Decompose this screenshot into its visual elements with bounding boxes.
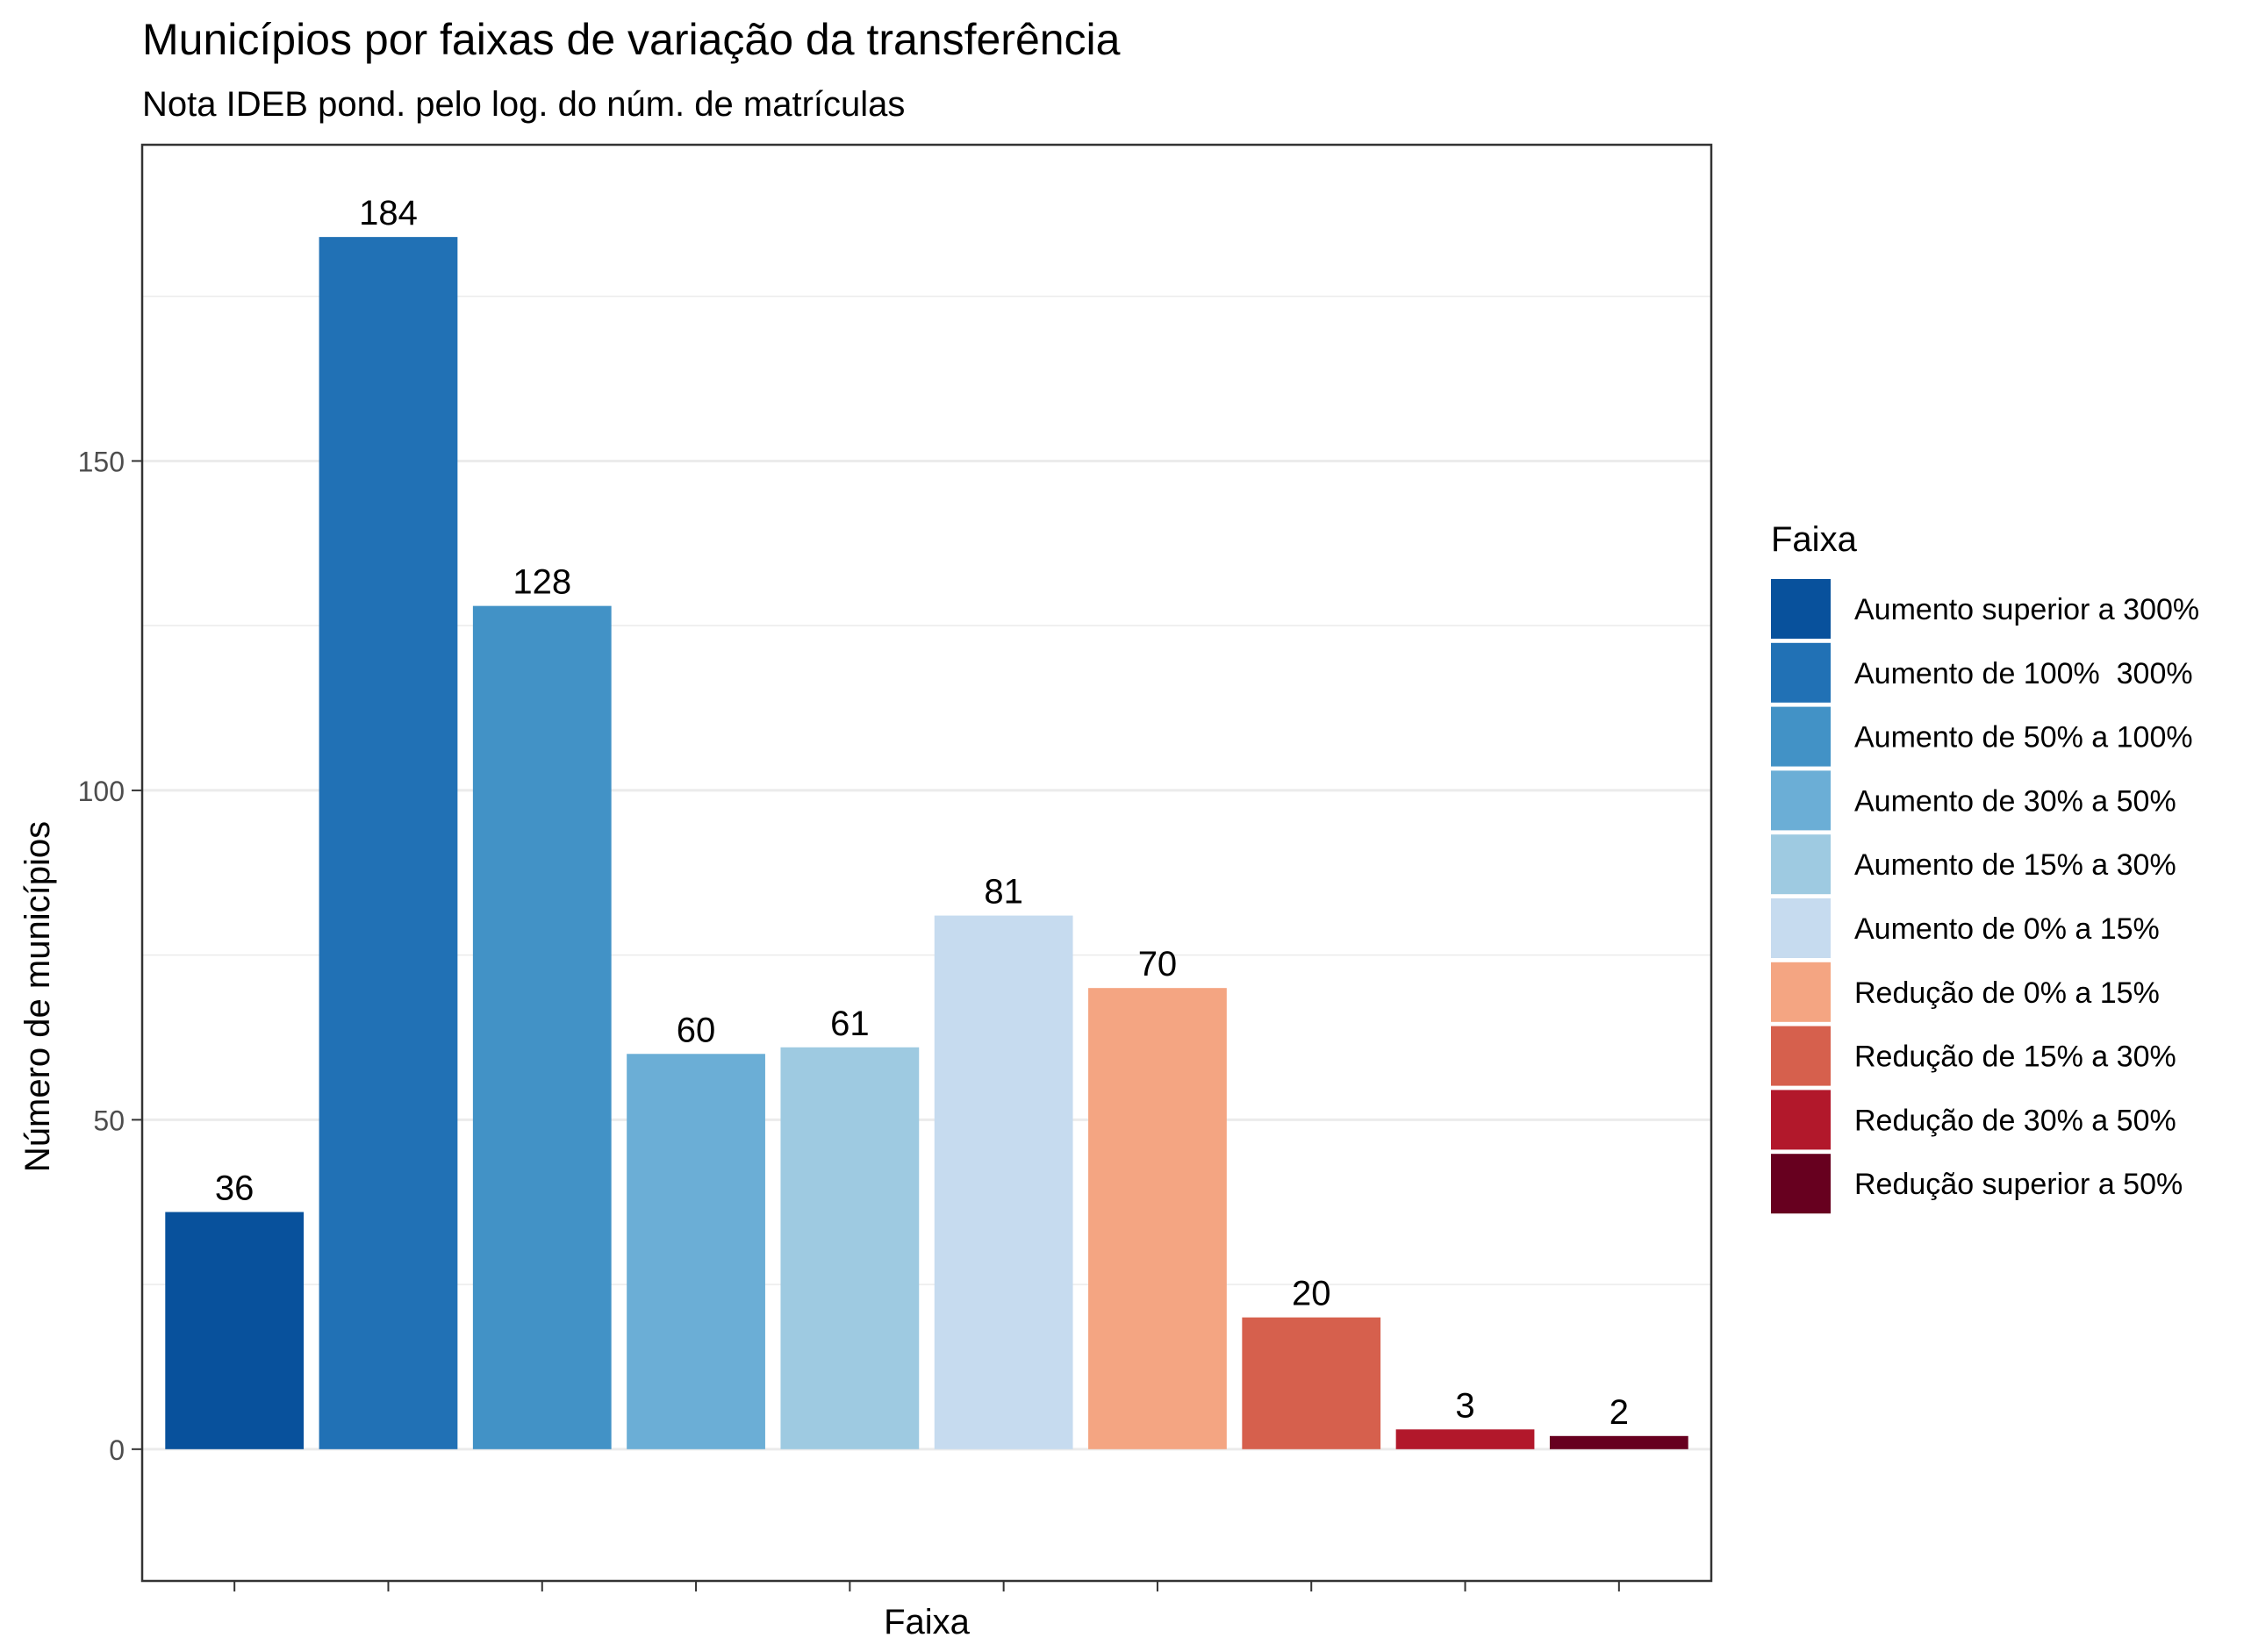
legend-key [1771,1026,1831,1086]
y-tick-label: 0 [109,1434,125,1466]
legend-key [1771,579,1831,639]
bar [1242,1317,1381,1449]
legend-label: Aumento de 15% a 30% [1854,848,2176,882]
y-tick-label: 150 [78,446,125,477]
legend-key [1771,1154,1831,1214]
bar [1088,988,1227,1449]
bar [627,1054,765,1449]
data-label: 3 [1455,1386,1474,1425]
legend-key [1771,962,1831,1022]
legend-label: Aumento de 30% a 50% [1854,784,2176,818]
data-label: 20 [1292,1275,1331,1313]
x-axis-label: Faixa [884,1603,971,1641]
legend-label: Redução de 15% a 30% [1854,1041,2176,1074]
bar [1395,1429,1535,1449]
bar [472,605,612,1449]
legend-label: Aumento de 100% 300% [1854,657,2193,690]
legend-key [1771,706,1831,767]
bar [165,1212,305,1449]
data-label: 128 [513,563,571,602]
legend-label: Redução superior a 50% [1854,1168,2183,1201]
legend-label: Redução de 0% a 15% [1854,976,2160,1010]
chart-subtitle: Nota IDEB pond. pelo log. do núm. de mat… [142,85,905,124]
legend-key [1771,834,1831,895]
legend-key [1771,642,1831,703]
data-label: 2 [1609,1393,1629,1432]
legend-key [1771,770,1831,831]
legend-title: Faixa [1771,520,1858,559]
legend-key [1771,898,1831,958]
y-tick-label: 50 [93,1105,125,1136]
legend-label: Aumento de 0% a 15% [1854,912,2160,946]
bar [319,237,458,1449]
legend-label: Aumento de 50% a 100% [1854,721,2193,754]
data-label: 70 [1138,945,1178,983]
legend: Aumento superior a 300% Aumento de 100% 3… [1771,579,2199,1214]
bar [780,1047,920,1449]
y-tick-label: 100 [78,776,125,807]
data-label: 60 [677,1011,716,1049]
data-label: 184 [359,194,418,232]
bar [934,915,1073,1449]
y-axis-label: Número de municípios [18,821,57,1172]
data-label: 36 [215,1169,254,1207]
bar [1549,1435,1688,1449]
panel-border [140,143,1713,1583]
legend-label: Aumento superior a 300% [1854,593,2199,626]
legend-label: Redução de 30% a 50% [1854,1104,2176,1137]
data-label: 61 [830,1005,870,1043]
data-label: 81 [984,873,1023,912]
legend-key [1771,1090,1831,1150]
chart-title: Municípios por faixas de variação da tra… [142,15,1121,64]
